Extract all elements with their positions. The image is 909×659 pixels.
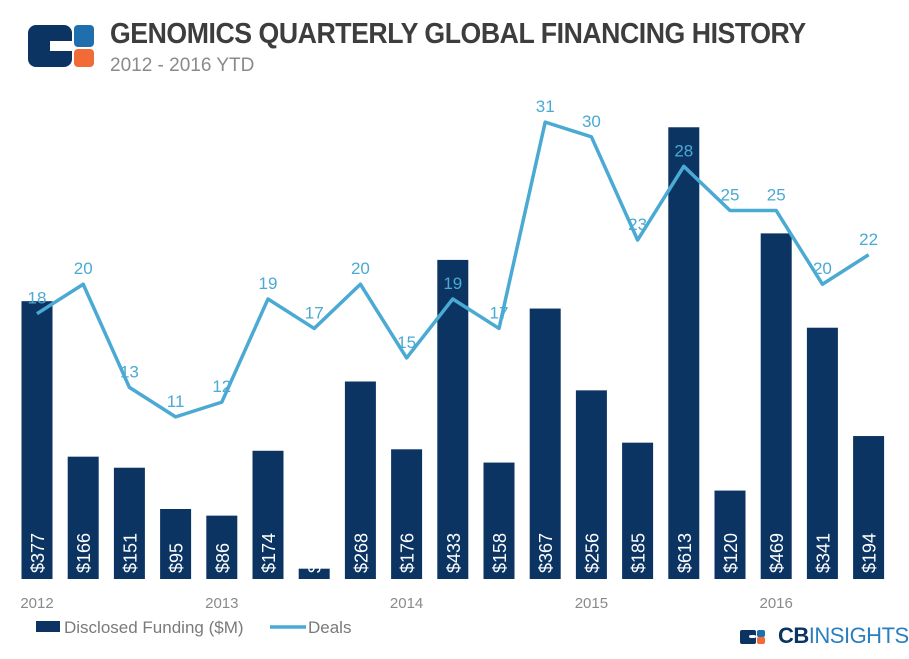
bar-label: $14 — [305, 543, 325, 573]
bar-label: $613 — [675, 533, 695, 573]
cb-small-logo-icon — [757, 630, 765, 637]
deal-label: 23 — [628, 215, 647, 234]
cb-logo-icon — [28, 25, 94, 67]
bar-label: $95 — [167, 543, 187, 573]
deal-label: 15 — [397, 333, 416, 352]
bar-label: $433 — [444, 533, 464, 573]
bar — [21, 301, 53, 579]
chart-subtitle: 2012 - 2016 YTD — [110, 55, 255, 76]
deal-label: 17 — [490, 303, 509, 322]
bar — [529, 308, 561, 579]
deal-label: 30 — [582, 112, 601, 131]
bar — [668, 127, 700, 580]
bar-label: $151 — [120, 533, 140, 573]
bar — [252, 450, 284, 579]
deal-label: 28 — [674, 141, 693, 160]
bar-label: $256 — [582, 533, 602, 573]
x-tick-label: 2012 — [20, 595, 53, 612]
bar-label: $185 — [629, 533, 649, 573]
chart-title: GENOMICS QUARTERLY GLOBAL FINANCING HIST… — [110, 18, 806, 50]
cb-small-logo-icon — [740, 630, 756, 644]
bar-label: $174 — [259, 533, 279, 573]
cb-small-logo-icon — [749, 635, 756, 638]
deal-label: 25 — [767, 186, 786, 205]
bar — [760, 233, 792, 580]
bar — [113, 467, 145, 579]
deal-label: 20 — [813, 259, 832, 278]
bar-label: $377 — [28, 533, 48, 573]
cb-insights-logo: CBINSIGHTS — [778, 623, 909, 648]
x-tick-label: 2015 — [575, 595, 608, 612]
bar — [206, 515, 238, 579]
deal-label: 17 — [305, 303, 324, 322]
x-tick-label: 2016 — [760, 595, 793, 612]
bar-label: $166 — [74, 533, 94, 573]
bar-label: $268 — [351, 533, 371, 573]
bar-label: $176 — [398, 533, 418, 573]
bar — [483, 462, 515, 579]
deal-label: 12 — [212, 377, 231, 396]
bar — [806, 327, 838, 579]
deal-label: 19 — [259, 274, 278, 293]
bar — [714, 490, 746, 579]
bar-label: $341 — [813, 533, 833, 573]
bar — [67, 456, 99, 579]
deal-label: 22 — [859, 230, 878, 249]
deal-label: 25 — [721, 186, 740, 205]
bar-label: $158 — [490, 533, 510, 573]
bar-label: $367 — [536, 533, 556, 573]
deals-line — [36, 120, 870, 419]
legend-label-funding: Disclosed Funding ($M) — [64, 618, 244, 637]
bar — [853, 436, 885, 579]
deal-label: 13 — [120, 362, 139, 381]
bar — [391, 449, 423, 579]
deal-label: 18 — [28, 289, 47, 308]
bar-label: $120 — [721, 533, 741, 573]
bar — [622, 442, 654, 579]
bar-label: $469 — [767, 533, 787, 573]
bar-label: $194 — [860, 533, 880, 573]
x-tick-label: 2013 — [205, 595, 238, 612]
cb-small-logo-icon — [757, 637, 765, 644]
deal-label: 20 — [74, 259, 93, 278]
deal-label: 31 — [536, 97, 555, 116]
legend-label-deals: Deals — [308, 618, 351, 637]
x-tick-label: 2014 — [390, 595, 423, 612]
legend-swatch-funding — [36, 621, 60, 632]
deal-label: 20 — [351, 259, 370, 278]
bar — [298, 568, 330, 579]
bar — [160, 508, 192, 579]
bar — [344, 381, 376, 579]
bar — [575, 390, 607, 579]
bar-label: $86 — [213, 543, 233, 573]
deal-label: 11 — [167, 392, 185, 411]
deal-label: 19 — [443, 274, 462, 293]
